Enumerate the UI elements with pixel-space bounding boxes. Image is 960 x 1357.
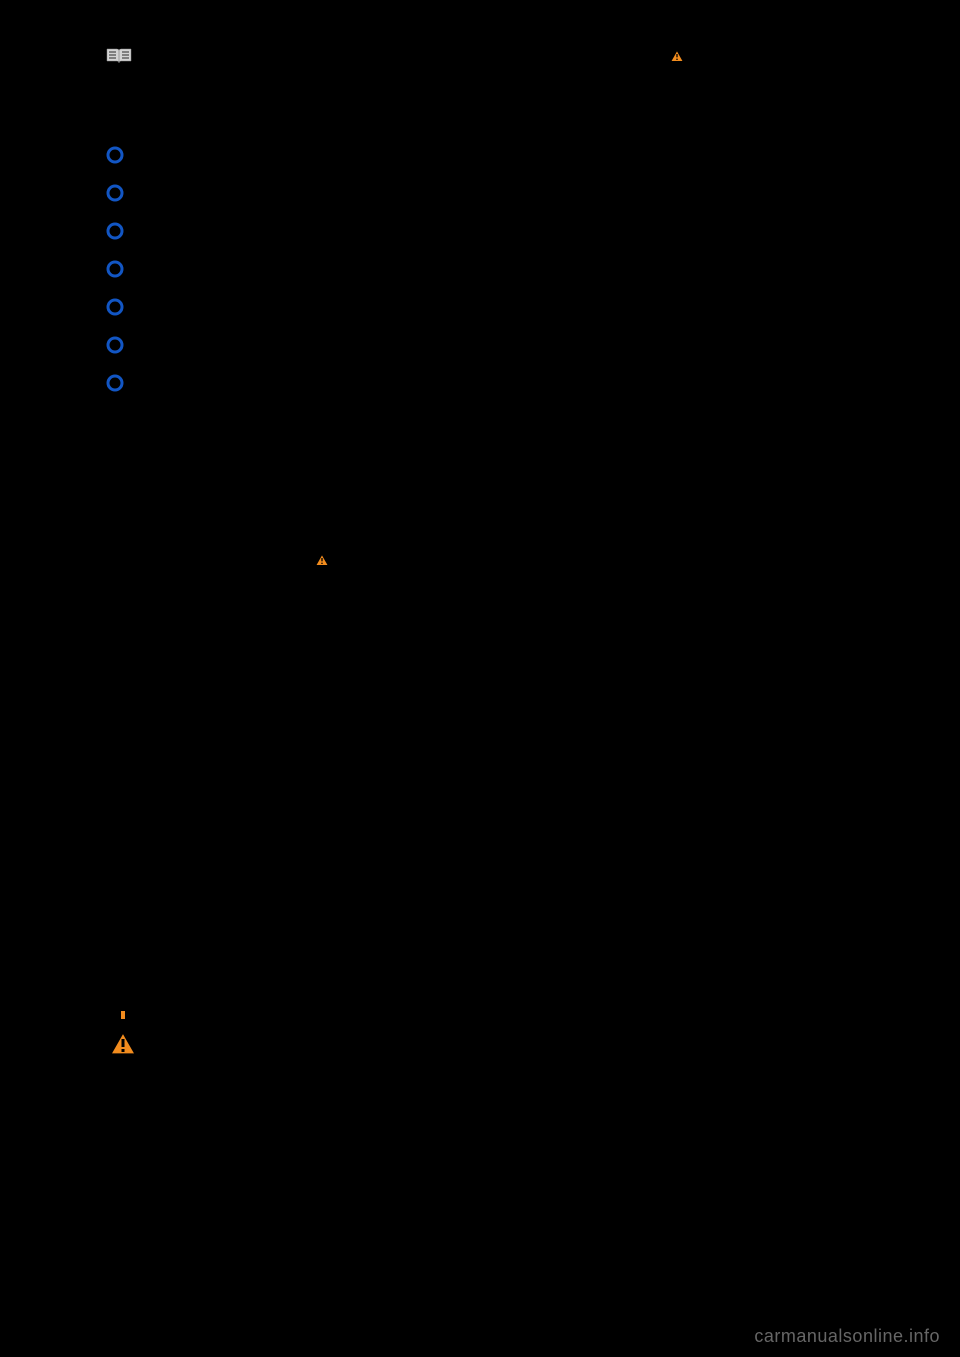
list-item <box>105 373 465 393</box>
list-item <box>105 221 465 241</box>
warning-icon <box>110 1032 136 1055</box>
circle-bullet-icon <box>105 183 125 203</box>
circle-bullet-icon <box>105 221 125 241</box>
marker-icon <box>120 1011 126 1019</box>
warning-icon <box>315 554 329 566</box>
circle-bullet-icon <box>105 259 125 279</box>
warning-icon <box>670 50 684 62</box>
list-item <box>105 259 465 279</box>
list-item <box>105 297 465 317</box>
left-column <box>105 85 465 1065</box>
two-column-layout <box>105 85 860 1065</box>
right-column <box>495 85 855 1065</box>
list-item <box>105 145 465 165</box>
small-marker <box>120 1006 465 1024</box>
warning-note <box>670 47 855 62</box>
warning-note <box>315 551 465 566</box>
circle-bullet-icon <box>105 297 125 317</box>
list-item <box>105 183 465 203</box>
book-icon <box>105 47 133 65</box>
warning-box <box>110 1032 465 1055</box>
manual-page <box>105 45 860 1065</box>
list-item <box>105 335 465 355</box>
watermark-text: carmanualsonline.info <box>754 1326 940 1347</box>
circle-bullet-icon <box>105 373 125 393</box>
circle-bullet-icon <box>105 335 125 355</box>
circle-bullet-icon <box>105 145 125 165</box>
